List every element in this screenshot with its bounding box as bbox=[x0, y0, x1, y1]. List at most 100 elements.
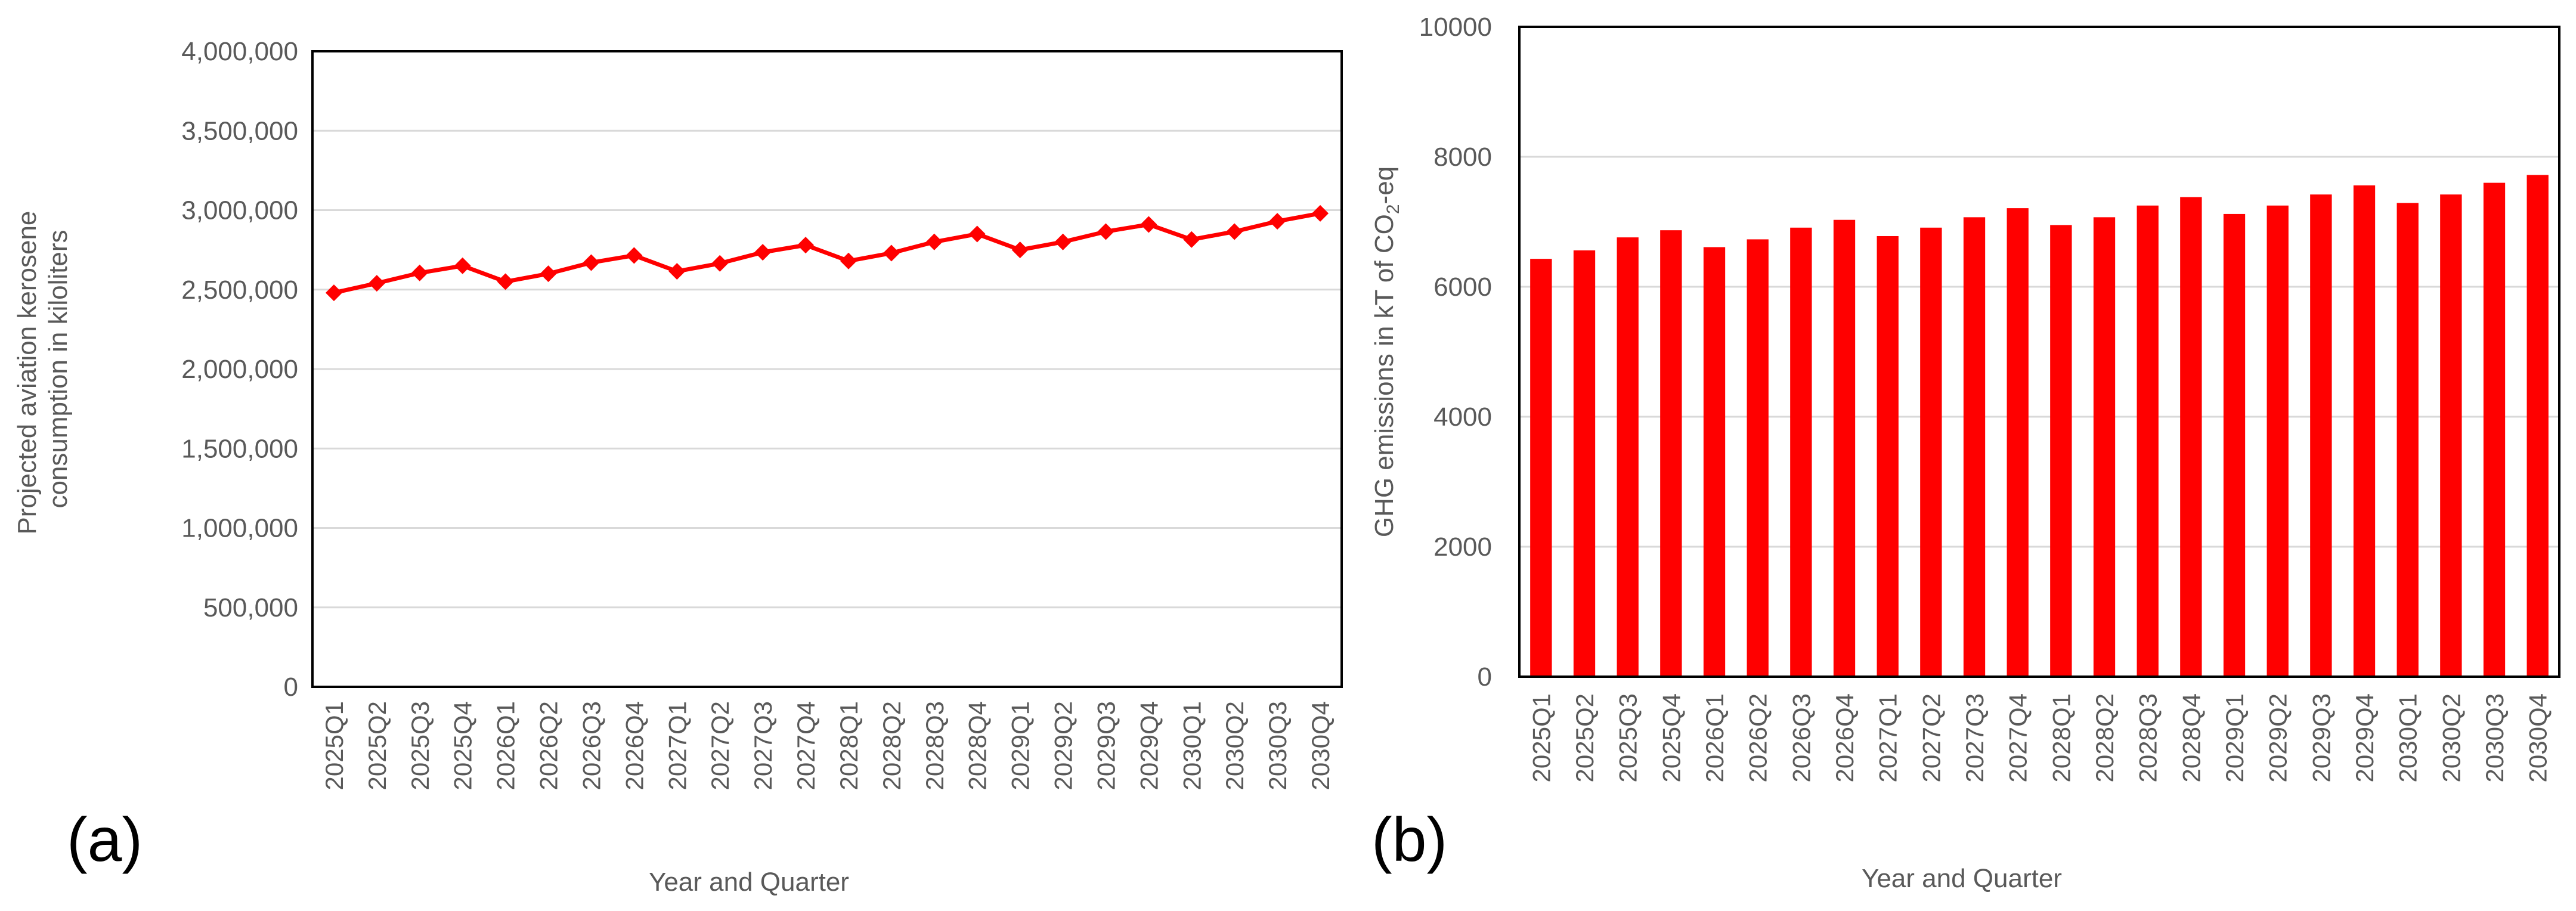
chart-b-x-tick-label: 2029Q2 bbox=[2264, 693, 2292, 782]
chart-a-x-tick-label: 2030Q1 bbox=[1178, 701, 1206, 790]
chart-b-bar bbox=[2093, 217, 2116, 677]
chart-b-x-tick-label: 2027Q3 bbox=[1961, 693, 1989, 782]
chart-a-x-tick-label: 2029Q3 bbox=[1092, 701, 1120, 790]
chart-b-y-axis-label-subscript: 2 bbox=[1383, 204, 1403, 214]
chart-a-data-point bbox=[411, 264, 428, 281]
chart-b-x-tick-label: 2030Q4 bbox=[2524, 693, 2552, 782]
chart-a-series bbox=[325, 204, 1329, 302]
chart-a-y-tick-labels: 0 500,000 1,000,000 1,500,000 2,000,000 2,500… bbox=[181, 37, 298, 702]
chart-a-x-tick-label: 2027Q2 bbox=[706, 701, 734, 790]
chart-b-x-tick-label: 2028Q3 bbox=[2134, 693, 2162, 782]
chart-a-x-tick-label: 2027Q4 bbox=[792, 701, 820, 790]
chart-a-gridlines bbox=[312, 129, 1342, 609]
chart-b-bar bbox=[1833, 219, 1856, 677]
chart-b-x-tick-label: 2030Q3 bbox=[2481, 693, 2509, 782]
chart-a-x-tick-label: 2025Q1 bbox=[320, 701, 348, 790]
chart-b-x-tick-label: 2026Q3 bbox=[1787, 693, 1815, 782]
chart-b-bar bbox=[2440, 194, 2462, 677]
chart-b-y-axis-label: GHG emissions in kT of CO2-eq bbox=[1370, 166, 1403, 537]
chart-b-bar bbox=[1660, 230, 1682, 677]
chart-a-data-point bbox=[1312, 204, 1329, 222]
chart-b-y-tick-label: 8000 bbox=[1433, 142, 1492, 172]
chart-b-x-tick-labels: 2025Q1 2025Q2 2025Q3 2025Q4 2026Q1 2026Q2 2026… bbox=[1527, 693, 2552, 782]
chart-b-y-tick-label: 4000 bbox=[1433, 402, 1492, 432]
chart-a-x-tick-label: 2027Q1 bbox=[663, 701, 691, 790]
chart-b-bar bbox=[1790, 227, 1812, 677]
chart-a-x-tick-label: 2026Q1 bbox=[492, 701, 520, 790]
chart-b-bar bbox=[1573, 250, 1596, 677]
chart-b-x-tick-label: 2026Q4 bbox=[1831, 693, 1859, 782]
chart-a-x-tick-label: 2025Q4 bbox=[449, 701, 477, 790]
chart-b-y-axis-label-prefix: GHG emissions in kT of CO bbox=[1370, 214, 1399, 537]
chart-b-x-tick-label: 2027Q4 bbox=[2004, 693, 2032, 782]
chart-a-data-point bbox=[883, 244, 900, 262]
chart-b-series bbox=[1530, 175, 2549, 677]
chart-b-x-tick-label: 2027Q2 bbox=[1917, 693, 1945, 782]
chart-a-y-tick-label: 1,000,000 bbox=[181, 514, 298, 543]
chart-a-y-tick-label: 3,500,000 bbox=[181, 116, 298, 145]
chart-a-y-tick-label: 2,500,000 bbox=[181, 275, 298, 305]
chart-b-bar bbox=[2483, 182, 2506, 677]
chart-b-x-tick-label: 2029Q3 bbox=[2307, 693, 2335, 782]
chart-a-y-tick-label: 4,000,000 bbox=[181, 37, 298, 66]
chart-a-panel: 0 500,000 1,000,000 1,500,000 2,000,000 2,500… bbox=[13, 37, 1343, 897]
chart-a-x-tick-label: 2029Q2 bbox=[1049, 701, 1078, 790]
chart-a-x-tick-label: 2030Q4 bbox=[1306, 701, 1335, 790]
chart-b-bar bbox=[1703, 247, 1726, 677]
chart-b-x-tick-label: 2025Q2 bbox=[1571, 693, 1599, 782]
chart-a-x-tick-label: 2029Q4 bbox=[1135, 701, 1163, 790]
chart-a-data-point bbox=[583, 254, 600, 271]
chart-b-y-tick-label: 0 bbox=[1478, 662, 1492, 692]
chart-b-bar bbox=[2137, 205, 2159, 677]
chart-a-data-point bbox=[1269, 213, 1286, 230]
chart-a-y-axis-label: Projected aviation kerosene consumption … bbox=[13, 203, 73, 534]
chart-a-x-tick-label: 2028Q1 bbox=[835, 701, 863, 790]
chart-a-data-point bbox=[1140, 216, 1157, 233]
chart-b-bar bbox=[1963, 217, 1986, 677]
chart-b-x-tick-label: 2028Q1 bbox=[2047, 693, 2075, 782]
chart-a-x-tick-label: 2030Q3 bbox=[1264, 701, 1292, 790]
chart-a-y-tick-label: 500,000 bbox=[203, 593, 298, 622]
chart-a-data-point bbox=[797, 237, 815, 254]
chart-a-data-point bbox=[368, 275, 385, 292]
chart-b-bar bbox=[2180, 197, 2202, 677]
chart-b-x-tick-label: 2028Q4 bbox=[2177, 693, 2205, 782]
chart-a-x-tick-labels: 2025Q1 2025Q2 2025Q3 2025Q4 2026Q1 2026Q2 2026… bbox=[320, 701, 1335, 790]
chart-a-data-point bbox=[540, 265, 557, 283]
chart-b-bar bbox=[1617, 237, 1639, 677]
chart-b-panel-letter: (b) bbox=[1371, 805, 1447, 875]
chart-b-x-tick-label: 2029Q4 bbox=[2351, 693, 2379, 782]
chart-a-series-line bbox=[333, 211, 1321, 295]
chart-a-x-tick-label: 2026Q2 bbox=[535, 701, 563, 790]
chart-a-y-axis-label-line1: Projected aviation kerosene bbox=[13, 211, 42, 535]
chart-b-x-tick-label: 2028Q2 bbox=[2091, 693, 2119, 782]
chart-a-x-tick-label: 2028Q3 bbox=[921, 701, 949, 790]
chart-b-y-tick-label: 10000 bbox=[1419, 13, 1492, 42]
chart-a-x-tick-label: 2026Q4 bbox=[620, 701, 648, 790]
chart-a-y-tick-label: 0 bbox=[284, 673, 298, 702]
chart-b-x-tick-label: 2026Q1 bbox=[1701, 693, 1729, 782]
chart-b-x-axis-label: Year and Quarter bbox=[1862, 864, 2062, 893]
chart-b-x-tick-label: 2025Q3 bbox=[1614, 693, 1642, 782]
chart-a-data-point bbox=[754, 244, 772, 261]
chart-b-bar bbox=[2007, 208, 2029, 677]
chart-b-bar bbox=[2267, 205, 2289, 677]
chart-a-data-point bbox=[1183, 231, 1200, 248]
chart-a-data-point bbox=[925, 233, 943, 250]
chart-b-y-tick-labels: 0 2000 4000 6000 8000 10000 bbox=[1419, 13, 1492, 692]
chart-a-y-tick-label: 3,000,000 bbox=[181, 196, 298, 225]
chart-b-bar bbox=[2353, 185, 2376, 677]
chart-a-data-point bbox=[1011, 241, 1029, 259]
chart-b-x-tick-label: 2026Q2 bbox=[1744, 693, 1772, 782]
chart-a-x-tick-label: 2025Q3 bbox=[406, 701, 434, 790]
chart-b-bar bbox=[1747, 239, 1769, 677]
chart-b-bar bbox=[2310, 194, 2332, 677]
chart-a-y-tick-label: 1,500,000 bbox=[181, 434, 298, 463]
chart-b-x-tick-label: 2025Q4 bbox=[1657, 693, 1685, 782]
chart-b-x-tick-label: 2030Q2 bbox=[2437, 693, 2465, 782]
chart-b-x-tick-label: 2030Q1 bbox=[2394, 693, 2422, 782]
chart-a-x-tick-label: 2027Q3 bbox=[749, 701, 777, 790]
chart-a-data-point bbox=[454, 257, 471, 274]
chart-a-x-tick-label: 2028Q4 bbox=[964, 701, 992, 790]
